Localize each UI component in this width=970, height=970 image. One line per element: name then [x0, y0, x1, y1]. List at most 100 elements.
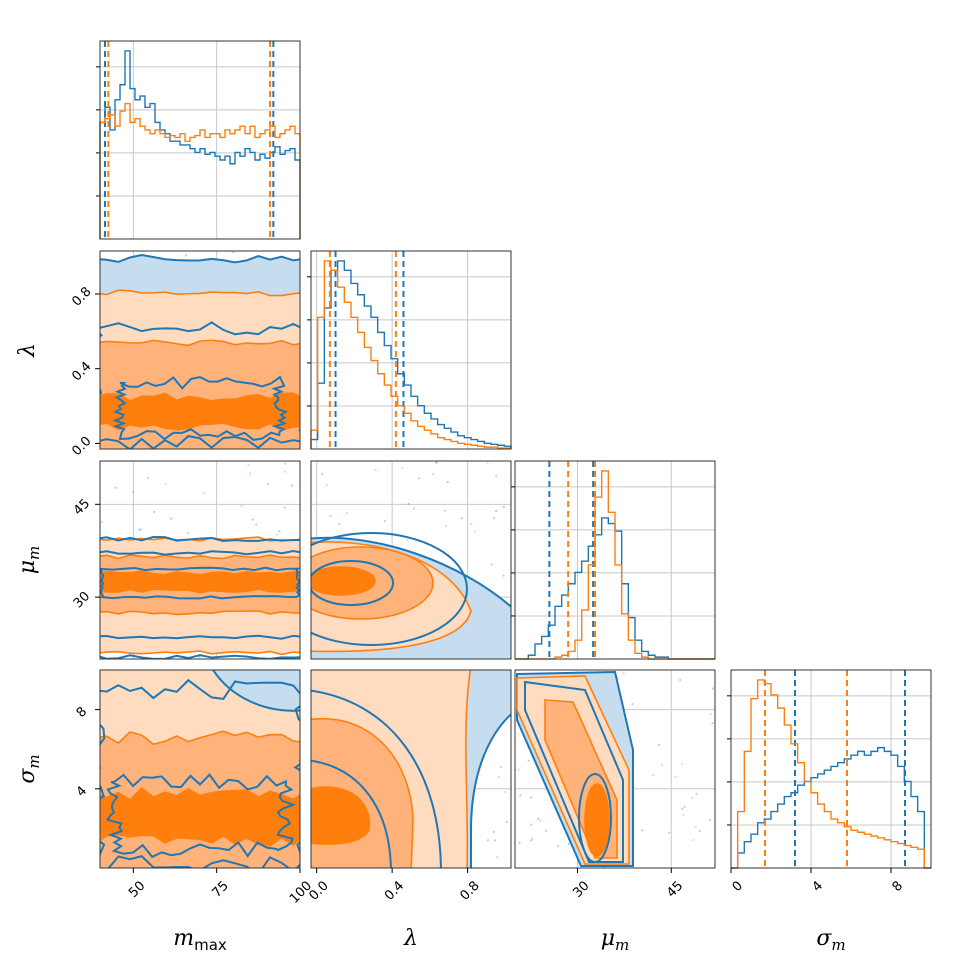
- scatter-dot: [527, 759, 530, 762]
- scatter-dot: [290, 484, 293, 487]
- scatter-dot: [622, 672, 625, 675]
- scatter-dot: [657, 743, 661, 746]
- pair-panel-mu_m-sigma_m: [514, 669, 716, 869]
- contour-blue-inner: [578, 773, 612, 863]
- scatter-dot: [153, 510, 156, 514]
- scatter-dot: [198, 655, 201, 659]
- scatter-dot: [278, 530, 281, 533]
- scatter-dot: [530, 837, 534, 840]
- hist-frame-m_max: [99, 40, 301, 240]
- scatter-dot: [502, 505, 505, 509]
- scatter-dot: [406, 538, 409, 542]
- scatter-dot: [681, 807, 684, 810]
- contour-orange-3: [100, 787, 300, 847]
- contour-orange-3: [311, 786, 371, 846]
- scatter-dot: [694, 826, 697, 829]
- scatter-dot: [185, 254, 188, 257]
- scatter-dot: [557, 844, 560, 847]
- scatter-dot: [203, 492, 206, 495]
- scatter-dot: [682, 813, 685, 817]
- scatter-dot: [434, 461, 438, 464]
- y-tick-label: 4: [74, 784, 90, 800]
- hist-line-lambda-series-0: [310, 260, 512, 449]
- scatter-dot: [486, 461, 489, 464]
- x-tick-label: 0.8: [457, 878, 482, 903]
- scatter-dot: [709, 713, 712, 716]
- scatter-dot: [708, 818, 711, 821]
- contour-orange-3: [584, 783, 610, 857]
- y-tick-label: 0.0: [69, 434, 94, 459]
- contour-orange-3: [100, 392, 300, 432]
- hist-line-sigma_m-series-1: [731, 679, 931, 869]
- contour-blue-inner: [100, 566, 300, 600]
- x-tick-label: 30: [570, 878, 592, 900]
- scatter-dot: [169, 517, 173, 520]
- scatter-dot: [374, 468, 377, 472]
- scatter-dot: [537, 817, 540, 820]
- scatter-dot: [711, 722, 714, 725]
- scatter-dot: [446, 480, 449, 484]
- scatter-dot: [407, 502, 410, 505]
- scatter-dot: [680, 762, 683, 765]
- scatter-dot: [494, 839, 497, 842]
- scatter-dot: [505, 820, 508, 824]
- contour-blue-inner: [106, 773, 297, 859]
- scatter-dot: [470, 522, 473, 525]
- scatter-dot: [691, 796, 694, 799]
- scatter-dot: [518, 841, 521, 844]
- pair-frame-mu_m-sigma_m: [514, 669, 716, 869]
- panels-layer: [96, 40, 932, 869]
- scatter-dot: [530, 823, 533, 826]
- contour-blue-top: [212, 670, 300, 712]
- y-tick-label: 45: [71, 496, 93, 518]
- hist-frame-lambda: [310, 250, 512, 450]
- pair-panel-lambda-mu_m: [310, 460, 512, 660]
- scatter-dot: [383, 519, 386, 523]
- hist-frame-mu_m: [514, 460, 716, 660]
- scatter-dot: [321, 472, 324, 476]
- contour-blue-inner: [311, 560, 394, 606]
- axis-label-mu_m: μm: [15, 546, 43, 575]
- scatter-dot: [417, 477, 421, 480]
- scatter-dot: [674, 775, 677, 779]
- scatter-dot: [631, 702, 634, 706]
- hist-line-sigma_m-series-0: [731, 746, 931, 869]
- scatter-dot: [146, 476, 149, 479]
- hist-panel-mu_m: [511, 460, 716, 660]
- contour-group: [100, 251, 300, 449]
- scatter-dot: [401, 466, 404, 469]
- scatter-dot: [248, 472, 251, 475]
- contour-blue-mid: [311, 689, 442, 868]
- pair-panel-m_max-mu_m: [99, 460, 301, 660]
- contour-group: [515, 670, 715, 868]
- scatter-dot: [683, 805, 686, 809]
- scatter-dot: [492, 830, 495, 834]
- scatter-dot: [695, 792, 698, 795]
- scatter-dot: [186, 532, 189, 535]
- pair-frame-m_max-mu_m: [99, 460, 301, 660]
- scatter-dot: [499, 765, 502, 768]
- scatter-dot: [431, 473, 434, 476]
- scatter-dot: [275, 533, 278, 536]
- contour-blue-mid: [100, 550, 300, 640]
- scatter-dot: [283, 470, 287, 473]
- scatter-dot: [444, 509, 447, 512]
- contour-group: [100, 670, 300, 868]
- contour-blue-mid: [524, 680, 624, 863]
- scatter-dot: [668, 831, 671, 834]
- x-tick-label: 45: [664, 878, 686, 900]
- contour-blue-mid: [100, 321, 300, 449]
- y-tick-label: 30: [71, 589, 93, 611]
- scatter-dot: [493, 516, 496, 520]
- contour-group: [311, 461, 511, 659]
- contour-blue-outer: [100, 536, 300, 659]
- pair-frame-m_max-lambda: [99, 250, 301, 450]
- scatter-dot: [139, 528, 142, 531]
- scatter-dot: [641, 829, 644, 832]
- axis-label-lambda: λ: [403, 926, 418, 951]
- x-tick-label: 0.0: [307, 878, 332, 903]
- x-tick-label: 4: [810, 878, 826, 894]
- scatter-dot: [255, 523, 258, 526]
- hist-line-m_max-series-1: [99, 102, 301, 239]
